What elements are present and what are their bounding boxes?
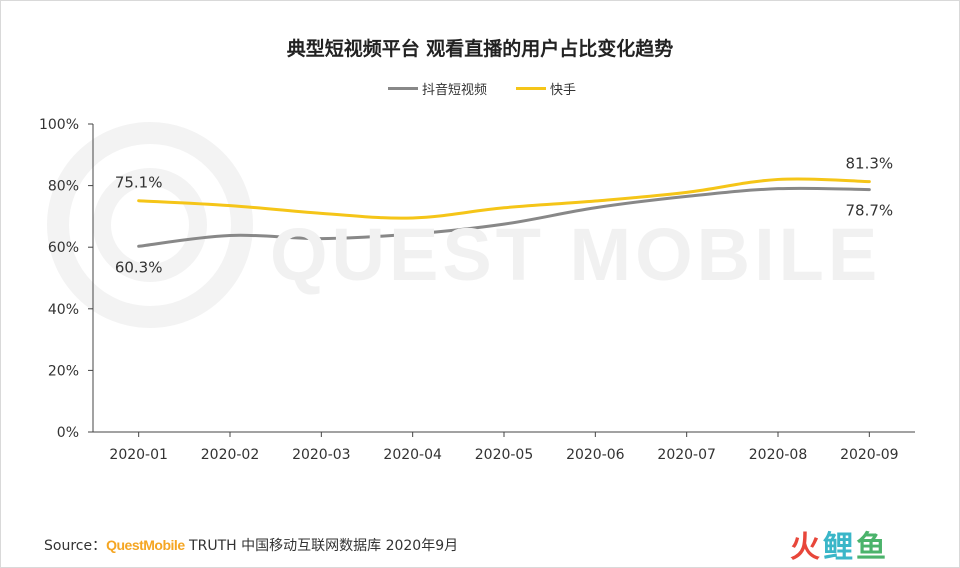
- data-label: 78.7%: [846, 202, 894, 220]
- y-tick-label: 0%: [57, 425, 79, 441]
- x-tick-label: 2020-02: [201, 447, 260, 463]
- series-line-1: [137, 177, 871, 220]
- x-tick-label: 2020-08: [749, 447, 808, 463]
- y-tick-label: 40%: [48, 302, 79, 318]
- series-layer: [137, 177, 871, 248]
- logo-char-3: 鱼: [856, 530, 889, 565]
- chart-title: 典型短视频平台 观看直播的用户占比变化趋势: [286, 38, 674, 60]
- y-tick-label: 20%: [48, 363, 79, 379]
- source-brand: QuestMobile: [106, 537, 185, 553]
- legend-item-kuaishou: 快手: [516, 78, 576, 98]
- watermark-text: QUEST MOBILE: [270, 213, 882, 296]
- legend: 抖音短视频 快手: [0, 78, 960, 98]
- x-tick-label: 2020-05: [475, 447, 534, 463]
- source-note: Source：QuestMobile TRUTH 中国移动互联网数据库 2020…: [44, 535, 458, 555]
- x-tick-label: 2020-04: [383, 447, 442, 463]
- source-suffix: TRUTH 中国移动互联网数据库 2020年9月: [184, 538, 459, 554]
- data-label: 81.3%: [846, 155, 894, 173]
- legend-item-douyin: 抖音短视频: [388, 78, 487, 98]
- y-tick-label: 80%: [48, 179, 79, 195]
- x-tick-label: 2020-07: [657, 447, 716, 463]
- source-prefix: Source：: [44, 538, 107, 554]
- y-tick-label: 60%: [48, 240, 79, 256]
- data-labels: 60.3% 78.7% 75.1% 81.3%: [115, 155, 893, 277]
- legend-swatch-kuaishou: [516, 86, 546, 90]
- logo-char-2: 鲤: [823, 530, 856, 565]
- data-label: 75.1%: [115, 174, 163, 192]
- x-tick-label: 2020-09: [840, 447, 899, 463]
- x-tick-label: 2020-01: [109, 447, 168, 463]
- axes: 0% 20% 40% 60% 80% 100% 2020-01 2020-02 2020-03 2…: [39, 117, 915, 463]
- logo-char-1: 火: [790, 530, 823, 565]
- x-tick-label: 2020-06: [566, 447, 625, 463]
- legend-label-douyin: 抖音短视频: [422, 82, 488, 98]
- logo: 火鲤鱼: [790, 522, 889, 566]
- legend-label-kuaishou: 快手: [550, 82, 577, 98]
- legend-swatch-douyin: [388, 86, 418, 90]
- x-tick-label: 2020-03: [292, 447, 351, 463]
- series-line-0: [137, 186, 871, 248]
- data-label: 60.3%: [115, 258, 163, 276]
- y-tick-label: 100%: [39, 117, 79, 133]
- watermark-ring: [47, 122, 253, 328]
